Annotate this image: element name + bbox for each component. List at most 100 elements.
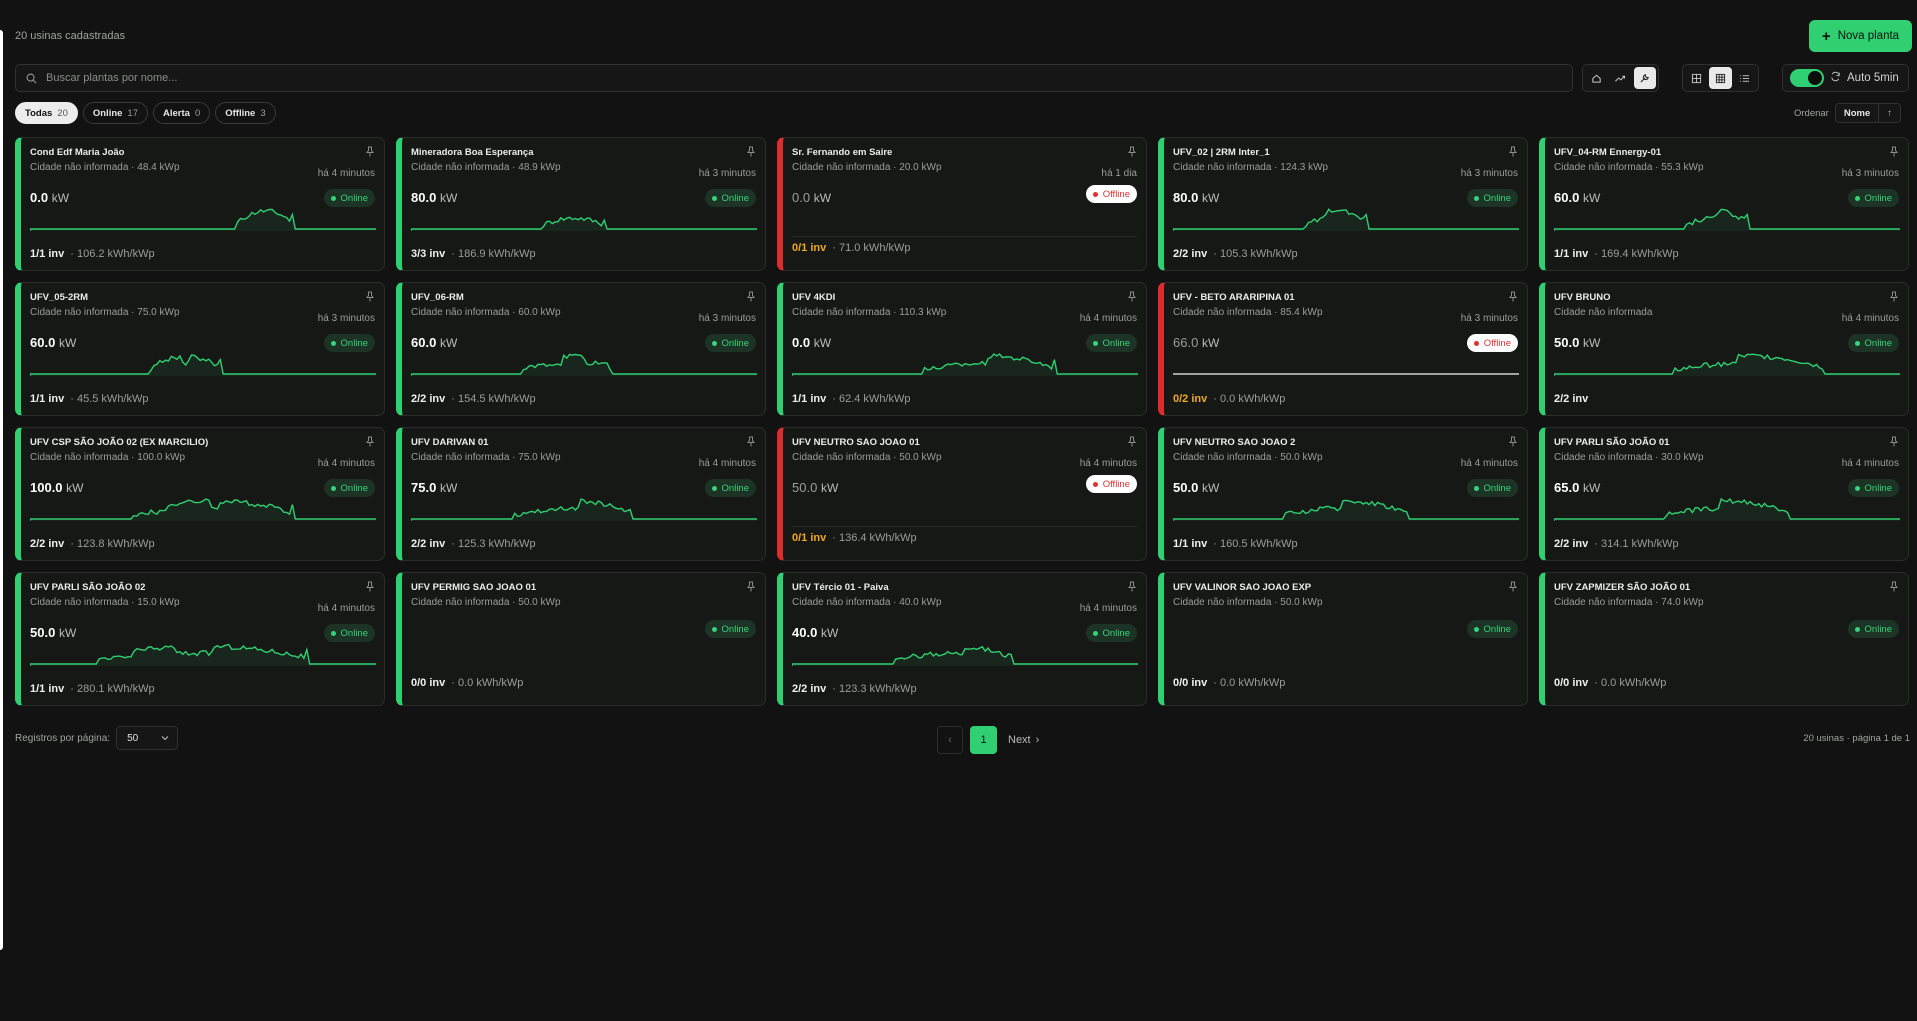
new-plant-button[interactable]: + Nova planta [1809, 20, 1912, 52]
plant-card[interactable]: UFV DARIVAN 01 Cidade não informada · 75.… [396, 427, 766, 561]
power-sparkline [411, 498, 757, 521]
pin-icon[interactable] [747, 436, 755, 447]
pin-icon[interactable] [1890, 581, 1898, 592]
plant-location: Cidade não informada · 15.0 kWp [30, 597, 180, 608]
pager: ‹ 1 Next › [937, 726, 1039, 754]
pin-icon[interactable] [1509, 291, 1517, 302]
sort-value[interactable]: Nome [1843, 107, 1871, 119]
plant-card[interactable]: UFV_05-2RM Cidade não informada · 75.0 kW… [15, 282, 385, 416]
auto-refresh-toggle[interactable] [1790, 69, 1824, 87]
plant-card[interactable]: UFV_04-RM Ennergy-01 Cidade não informada… [1539, 137, 1909, 271]
home-icon[interactable] [1585, 67, 1607, 89]
pin-icon[interactable] [1890, 291, 1898, 302]
previous-page-button[interactable]: ‹ [937, 726, 963, 754]
plant-card[interactable]: Mineradora Boa Esperança Cidade não infor… [396, 137, 766, 271]
plant-location: Cidade não informada · 75.0 kWp [30, 307, 180, 318]
plant-card[interactable]: UFV BRUNO Cidade não informada há 4 minuto… [1539, 282, 1909, 416]
pin-icon[interactable] [366, 146, 374, 157]
power-sparkline [30, 208, 376, 231]
pin-icon[interactable] [366, 291, 374, 302]
plant-name: UFV_05-2RM [30, 292, 89, 303]
plant-footer: 0/2 inv · 0.0 kWh/kWp [1173, 393, 1285, 405]
pin-icon[interactable] [1509, 146, 1517, 157]
list-view-icon[interactable] [1734, 67, 1756, 89]
plant-card[interactable]: UFV Tércio 01 - Paiva Cidade não informad… [777, 572, 1147, 706]
plant-card[interactable]: UFV PARLI SÃO JOÃO 01 Cidade não informad… [1539, 427, 1909, 561]
inverter-count: 2/2 inv [411, 538, 446, 550]
plant-card[interactable]: UFV_02 | 2RM Inter_1 Cidade não informada… [1158, 137, 1528, 271]
plant-footer: 1/1 inv · 106.2 kWh/kWp [30, 248, 155, 260]
page-number-button[interactable]: 1 [970, 726, 997, 754]
plant-card[interactable]: UFV - BETO ARARIPINA 01 Cidade não inform… [1158, 282, 1528, 416]
plant-card[interactable]: Sr. Fernando em Saire Cidade não informad… [777, 137, 1147, 271]
plant-card[interactable]: UFV PERMIG SAO JOAO 01 Cidade não informa… [396, 572, 766, 706]
plant-card[interactable]: UFV ZAPMIZER SÃO JOÃO 01 Cidade não infor… [1539, 572, 1909, 706]
small-grid-icon[interactable] [1709, 67, 1732, 89]
plant-card[interactable]: UFV NEUTRO SAO JOAO 01 Cidade não informa… [777, 427, 1147, 561]
power-sparkline [30, 498, 376, 521]
pin-icon[interactable] [747, 291, 755, 302]
pin-icon[interactable] [1890, 436, 1898, 447]
pin-icon[interactable] [366, 581, 374, 592]
pin-icon[interactable] [366, 436, 374, 447]
inverter-count: 2/2 inv [30, 538, 65, 550]
pin-icon[interactable] [1509, 581, 1517, 592]
last-update-time: há 4 minutos [317, 458, 375, 469]
status-badge: Offline [1466, 334, 1518, 352]
status-badge: Online [704, 620, 756, 638]
inverter-count: 1/1 inv [30, 248, 65, 260]
plant-name: Mineradora Boa Esperança [411, 147, 534, 158]
filter-chip-alerta[interactable]: Alerta 0 [153, 102, 211, 124]
specific-yield: · 0.0 kWh/kWp [1213, 393, 1286, 405]
power-sparkline [1554, 208, 1900, 231]
search-box[interactable] [15, 64, 1573, 92]
inverter-count: 0/1 inv [792, 532, 827, 544]
plant-footer: 1/1 inv · 280.1 kWh/kWp [30, 683, 155, 695]
plant-footer: 2/2 inv · 154.5 kWh/kWp [411, 393, 536, 405]
plant-footer: 2/2 inv · 314.1 kWh/kWp [1554, 538, 1679, 550]
next-page-button[interactable]: Next › [1008, 734, 1040, 746]
sort-select[interactable]: Nome ↑ [1834, 103, 1902, 123]
plant-name: UFV PARLI SÃO JOÃO 02 [30, 582, 146, 593]
pin-icon[interactable] [747, 146, 755, 157]
plant-card[interactable]: UFV PARLI SÃO JOÃO 02 Cidade não informad… [15, 572, 385, 706]
pin-icon[interactable] [1128, 291, 1136, 302]
last-update-time: há 4 minutos [698, 458, 756, 469]
new-plant-label: Nova planta [1837, 30, 1900, 42]
pin-icon[interactable] [1128, 146, 1136, 157]
pin-icon[interactable] [1128, 581, 1136, 592]
plant-location: Cidade não informada · 75.0 kWp [411, 452, 561, 463]
rows-per-page-select[interactable]: 50 [116, 726, 179, 750]
pin-icon[interactable] [1509, 436, 1517, 447]
filter-chip-offline[interactable]: Offline 3 [215, 102, 276, 124]
plant-name: UFV CSP SÃO JOÃO 02 (EX MARCILIO) [30, 437, 209, 448]
pin-icon[interactable] [1890, 146, 1898, 157]
pin-icon[interactable] [1128, 436, 1136, 447]
status-badge: Online [1085, 624, 1137, 642]
status-badge: Online [1466, 189, 1518, 207]
status-badge: Online [323, 479, 375, 497]
large-grid-icon[interactable] [1685, 67, 1707, 89]
specific-yield: · 136.4 kWh/kWp [832, 532, 917, 544]
filter-chip-online[interactable]: Online 17 [82, 102, 148, 124]
plant-card[interactable]: UFV CSP SÃO JOÃO 02 (EX MARCILIO) Cidade … [15, 427, 385, 561]
last-update-time: há 4 minutos [1079, 603, 1137, 614]
status-badge: Offline [1085, 185, 1137, 203]
plant-card[interactable]: UFV_06-RM Cidade não informada · 60.0 kWp… [396, 282, 766, 416]
wrench-icon[interactable] [1633, 67, 1656, 89]
plant-footer: 0/0 inv · 0.0 kWh/kWp [411, 677, 523, 689]
pin-icon[interactable] [747, 581, 755, 592]
search-input[interactable] [46, 72, 1546, 84]
power-sparkline [1173, 373, 1519, 375]
plant-location: Cidade não informada · 124.3 kWp [1173, 162, 1329, 173]
plant-card[interactable]: UFV VALINOR SAO JOAO EXP Cidade não infor… [1158, 572, 1528, 706]
plant-card[interactable]: Cond Edf Maria João Cidade não informada … [15, 137, 385, 271]
sort-direction-icon[interactable]: ↑ [1878, 104, 1900, 122]
page-header: 20 usinas cadastradas + Nova planta [15, 20, 1917, 52]
trending-icon[interactable] [1609, 67, 1631, 89]
status-dot-icon [330, 485, 336, 491]
plant-card[interactable]: UFV 4KDI Cidade não informada · 110.3 kWp… [777, 282, 1147, 416]
plant-card[interactable]: UFV NEUTRO SAO JOAO 2 Cidade não informad… [1158, 427, 1528, 561]
plant-name: UFV NEUTRO SAO JOAO 2 [1173, 437, 1296, 448]
filter-chip-todas[interactable]: Todas 20 [15, 102, 78, 124]
